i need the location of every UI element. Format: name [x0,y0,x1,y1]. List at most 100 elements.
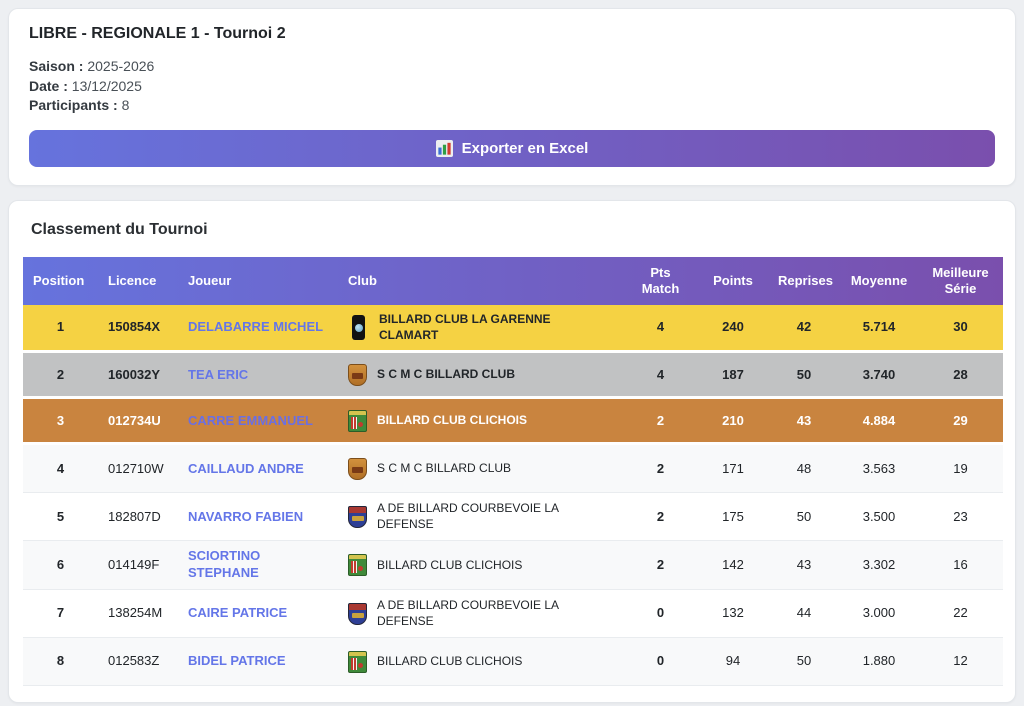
col-meilleure-serie: Meilleure Série [932,264,989,297]
page-title: LIBRE - REGIONALE 1 - Tournoi 2 [29,25,286,42]
bar-chart-icon [435,139,453,157]
table-row: 1 150854X DELABARRE MICHEL BILLARD CLUB … [23,305,1003,354]
pts-match-cell: 0 [623,590,698,639]
club-cell: S C M C BILLARD CLUB [338,445,623,494]
pts-match-cell: 2 [623,493,698,542]
player-cell: SCIORTINO STEPHANE [178,541,338,591]
club-cell: S C M C BILLARD CLUB [338,353,623,400]
licence-cell: 160032Y [98,353,178,400]
club-name: A DE BILLARD COURBEVOIE LA DEFENSE [377,501,559,531]
player-cell: NAVARRO FABIEN [178,493,338,542]
reprises-cell: 48 [768,445,840,494]
meta-date-value: 13/12/2025 [71,77,142,94]
club-cell: BILLARD CLUB CLICHOIS [338,541,623,591]
meilleure-serie-cell: 19 [918,445,1003,494]
licence-cell: 138254M [98,590,178,639]
position-cell: 3 [23,399,98,446]
table-row: 3 012734U CARRE EMMANUEL BILLARD CLUB CL… [23,399,1003,446]
col-pts-match: Pts Match [641,264,680,297]
position-cell: 2 [23,353,98,400]
position-cell: 5 [23,493,98,542]
club-cell: A DE BILLARD COURBEVOIE LA DEFENSE [338,493,623,542]
player-link[interactable]: CARRE EMMANUEL [188,412,313,428]
club-cell: BILLARD CLUB CLICHOIS [338,638,623,687]
player-cell: BIDEL PATRICE [178,638,338,687]
position-cell: 4 [23,445,98,494]
points-cell: 240 [698,305,768,354]
player-cell: CAIRE PATRICE [178,590,338,639]
table-row: 7 138254M CAIRE PATRICE A DE BILLARD COU… [23,590,1003,639]
licence-cell: 014149F [98,541,178,591]
ranking-card: Classement du Tournoi Position Licence J… [8,199,1016,704]
pts-match-cell: 0 [623,638,698,687]
moyenne-cell: 3.302 [840,541,918,591]
col-club: Club [348,272,377,288]
points-cell: 175 [698,493,768,542]
player-link[interactable]: TEA ERIC [188,366,249,382]
reprises-cell: 50 [768,353,840,400]
club-cell: BILLARD CLUB LA GARENNE CLAMART [338,305,623,354]
meilleure-serie-cell: 28 [918,353,1003,400]
meilleure-serie-cell: 30 [918,305,1003,354]
section-title: Classement du Tournoi [31,220,208,238]
player-link[interactable]: NAVARRO FABIEN [188,508,304,524]
meta-date-label: Date : [29,77,68,94]
position-cell: 7 [23,590,98,639]
player-link[interactable]: BIDEL PATRICE [188,653,286,669]
points-cell: 210 [698,399,768,446]
meilleure-serie-cell: 29 [918,399,1003,446]
club-name: BILLARD CLUB CLICHOIS [377,413,527,428]
meta-participants: Participants : 8 [29,96,995,116]
club-badge-icon [348,650,367,673]
col-reprises: Reprises [778,272,833,288]
col-moyenne: Moyenne [850,272,908,288]
player-link[interactable]: CAILLAUD ANDRE [188,460,304,476]
meilleure-serie-cell: 23 [918,493,1003,542]
col-joueur: Joueur [188,272,232,288]
club-cell: A DE BILLARD COURBEVOIE LA DEFENSE [338,590,623,639]
club-badge-icon [352,315,365,341]
club-name: S C M C BILLARD CLUB [377,461,512,476]
moyenne-cell: 1.880 [840,638,918,687]
player-cell: CAILLAUD ANDRE [178,445,338,494]
club-badge-icon [348,457,367,480]
col-position: Position [33,272,85,288]
club-name: BILLARD CLUB CLICHOIS [377,557,523,572]
table-row: 2 160032Y TEA ERIC S C M C BILLARD CLUB … [23,353,1003,400]
pts-match-cell: 4 [623,305,698,354]
meta-season: Saison : 2025-2026 [29,57,995,77]
meta-season-value: 2025-2026 [87,58,155,74]
player-cell: DELABARRE MICHEL [178,305,338,354]
player-link[interactable]: DELABARRE MICHEL [188,319,324,335]
ranking-table: Position Licence Joueur Club Pts Match P… [23,256,1003,687]
club-name: BILLARD CLUB LA GARENNE CLAMART [379,312,551,342]
points-cell: 142 [698,541,768,591]
reprises-cell: 42 [768,305,840,354]
player-link[interactable]: CAIRE PATRICE [188,605,288,621]
position-cell: 1 [23,305,98,354]
reprises-cell: 43 [768,399,840,446]
moyenne-cell: 3.563 [840,445,918,494]
licence-cell: 182807D [98,493,178,542]
moyenne-cell: 3.500 [840,493,918,542]
points-cell: 132 [698,590,768,639]
meta-season-label: Saison : [29,58,84,74]
export-excel-button[interactable]: Exporter en Excel [29,129,995,167]
club-badge-icon [348,409,367,432]
table-row: 8 012583Z BIDEL PATRICE BILLARD CLUB CLI… [23,638,1003,687]
points-cell: 94 [698,638,768,687]
reprises-cell: 50 [768,638,840,687]
meilleure-serie-cell: 22 [918,590,1003,639]
player-link[interactable]: SCIORTINO STEPHANE [188,548,261,581]
pts-match-cell: 2 [623,541,698,591]
reprises-cell: 43 [768,541,840,591]
pts-match-cell: 4 [623,353,698,400]
reprises-cell: 50 [768,493,840,542]
moyenne-cell: 5.714 [840,305,918,354]
player-cell: CARRE EMMANUEL [178,399,338,446]
meilleure-serie-cell: 16 [918,541,1003,591]
table-header-row: Position Licence Joueur Club Pts Match P… [23,256,1003,306]
club-badge-icon [348,505,367,528]
meta-date: Date : 13/12/2025 [29,77,995,97]
licence-cell: 012583Z [98,638,178,687]
